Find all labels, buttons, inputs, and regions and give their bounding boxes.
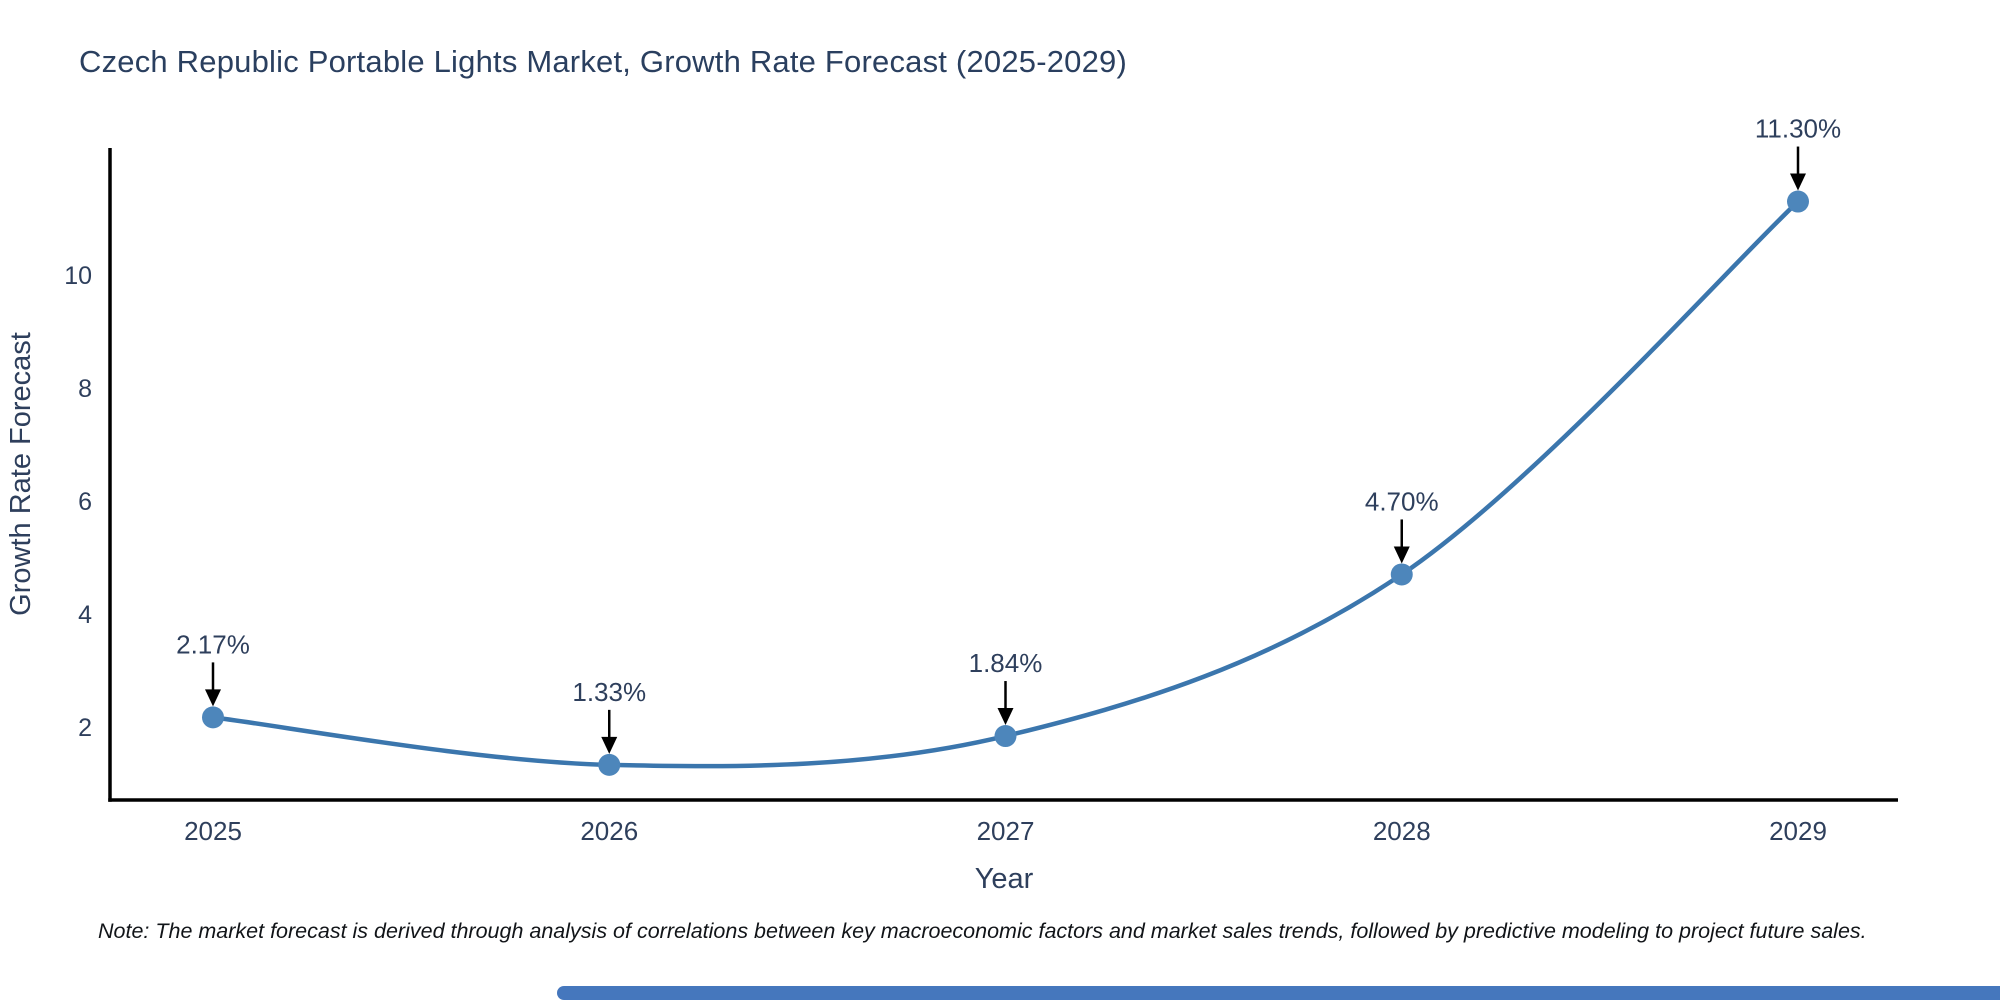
annotation-arrow-head-2027 [997, 708, 1014, 726]
x-tick-2027: 2027 [977, 816, 1035, 846]
data-point-2026 [598, 753, 621, 776]
y-tick-8: 8 [78, 375, 92, 403]
annotation-arrow-head-2029 [1790, 173, 1806, 191]
y-tick-4: 4 [78, 601, 92, 629]
y-tick-10: 10 [64, 262, 92, 290]
page-title: Czech Republic Portable Lights Market, G… [79, 44, 1128, 79]
y-tick-6: 6 [78, 488, 92, 516]
x-tick-2029: 2029 [1769, 816, 1827, 846]
x-tick-2028: 2028 [1373, 816, 1431, 846]
x-tick-2026: 2026 [580, 816, 638, 846]
annotation-arrow-head-2026 [601, 736, 618, 754]
x-tick-2025: 2025 [184, 816, 242, 846]
annotation-2025: 2.17% [176, 629, 250, 659]
y-axis-title: Growth Rate Forecast [5, 332, 37, 616]
annotation-2026: 1.33% [572, 677, 646, 707]
footnote: Note: The market forecast is derived thr… [98, 919, 1867, 943]
data-point-2027 [994, 725, 1017, 748]
horizontal-scrollbar-thumb[interactable] [557, 986, 2000, 1000]
data-point-2028 [1390, 563, 1413, 586]
annotation-arrow-head-2025 [205, 689, 221, 707]
annotation-2029: 11.30% [1755, 114, 1841, 144]
x-axis-title: Year [975, 863, 1034, 895]
annotation-arrow-head-2028 [1393, 546, 1410, 564]
y-tick-2: 2 [78, 714, 92, 742]
data-point-2025 [202, 706, 224, 729]
annotation-2027: 1.84% [969, 648, 1043, 678]
annotation-2028: 4.70% [1365, 486, 1439, 516]
data-point-2029 [1787, 190, 1809, 213]
